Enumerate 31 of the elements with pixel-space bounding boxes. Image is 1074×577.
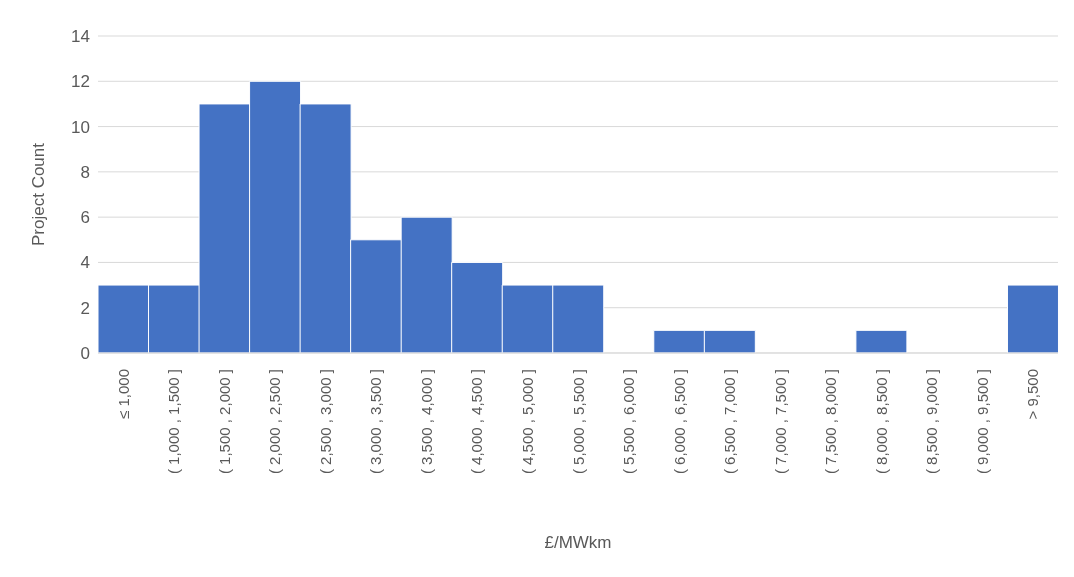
bar bbox=[855, 329, 908, 353]
x-tick-label: ( 1,500 , 2,000 ] bbox=[215, 369, 233, 475]
bar bbox=[1006, 284, 1059, 353]
x-tick-label: ( 8,500 , 9,000 ] bbox=[923, 369, 941, 475]
x-tick-label: ( 5,000 , 5,500 ] bbox=[569, 369, 587, 475]
x-tick-label: ( 7,000 , 7,500 ] bbox=[771, 369, 789, 475]
x-tick-label: ( 2,000 , 2,500 ] bbox=[266, 369, 284, 475]
y-tick-label: 12 bbox=[71, 72, 90, 92]
x-tick-label: ( 9,000 , 9,500 ] bbox=[973, 369, 991, 475]
x-tick-label: ( 5,500 , 6,000 ] bbox=[620, 369, 638, 475]
y-tick-label: 10 bbox=[71, 117, 90, 137]
x-tick-label: ( 6,000 , 6,500 ] bbox=[670, 369, 688, 475]
x-tick-label: ( 6,500 , 7,000 ] bbox=[721, 369, 739, 475]
y-tick-label: 4 bbox=[80, 253, 90, 273]
x-tick-label: ( 3,500 , 4,000 ] bbox=[417, 369, 435, 475]
y-tick-label: 14 bbox=[71, 27, 90, 47]
x-axis-title: £/MWkm bbox=[544, 533, 612, 552]
x-tick-label: ( 8,000 , 8,500 ] bbox=[872, 369, 890, 475]
x-tick-label: ( 2,500 , 3,000 ] bbox=[316, 369, 334, 475]
y-tick-label: 0 bbox=[80, 344, 90, 364]
x-tick-label: ( 7,500 , 8,000 ] bbox=[822, 369, 840, 475]
x-tick-label: > 9,500 bbox=[1024, 369, 1042, 420]
x-tick-label: ( 3,000 , 3,500 ] bbox=[367, 369, 385, 475]
y-axis-title: Project Count bbox=[29, 142, 49, 246]
y-tick-label: 8 bbox=[80, 162, 90, 182]
x-tick-label: ( 1,000 , 1,500 ] bbox=[165, 369, 183, 475]
x-tick-label: ( 4,000 , 4,500 ] bbox=[468, 369, 486, 475]
y-tick-label: 6 bbox=[80, 208, 90, 228]
x-tick-label: ≤ 1,000 bbox=[114, 369, 132, 419]
y-tick-label: 2 bbox=[80, 298, 90, 318]
x-tick-label: ( 4,500 , 5,000 ] bbox=[518, 369, 536, 475]
